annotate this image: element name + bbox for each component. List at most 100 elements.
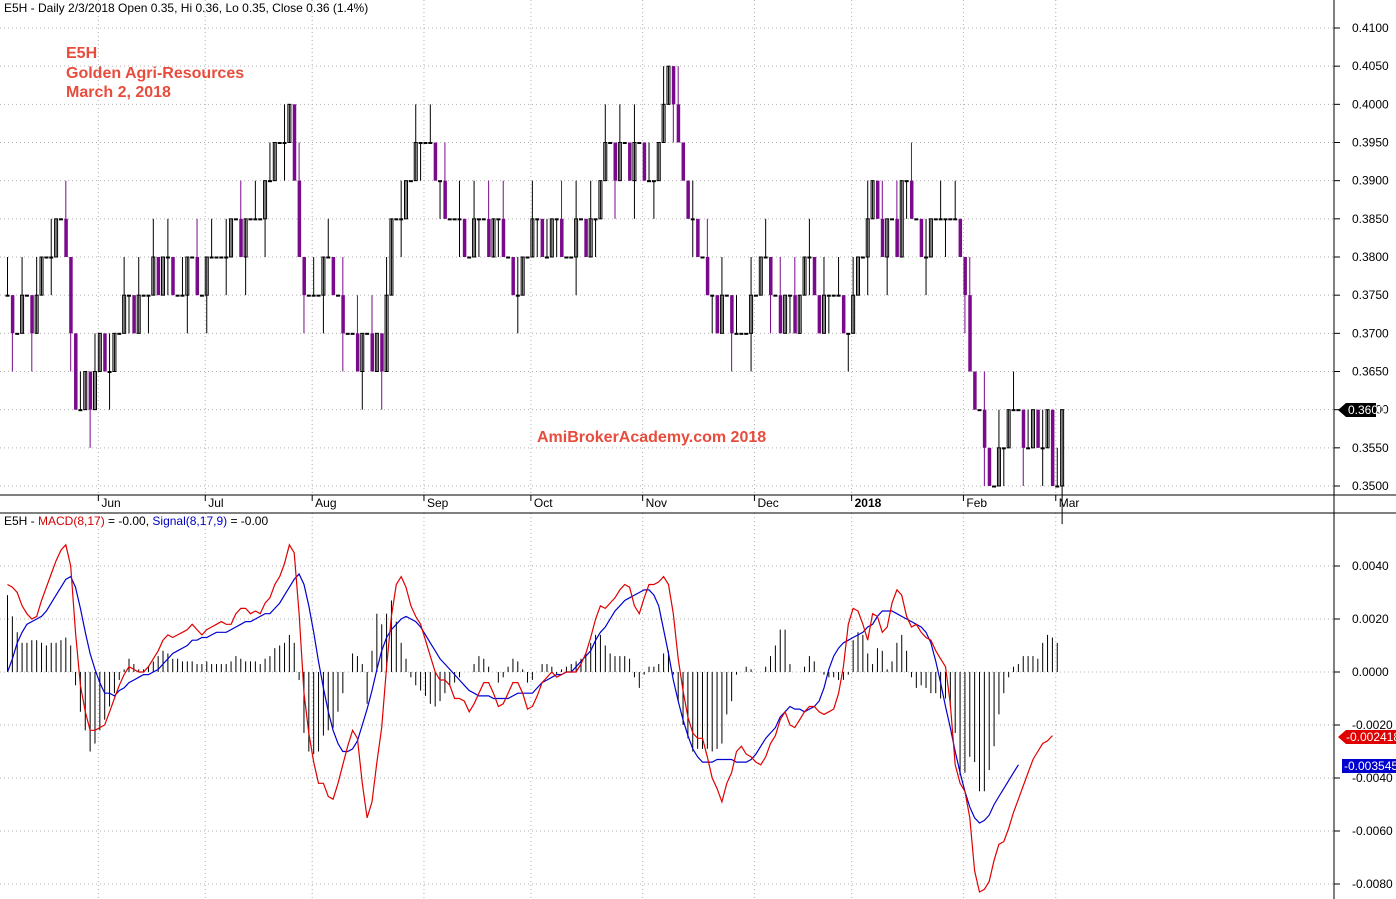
price-bar-body — [724, 294, 729, 297]
price-bar-body — [122, 294, 127, 334]
price-bar-body — [54, 218, 59, 258]
macd-y-tick-label: 0.0040 — [1352, 559, 1389, 573]
price-bar-body — [229, 218, 234, 258]
price-bar-body — [963, 257, 967, 296]
price-bar-body — [92, 371, 97, 411]
price-bar-body — [987, 447, 992, 486]
last-price-tag-text: 0.3600 — [1348, 403, 1385, 417]
price-bar-body — [992, 485, 997, 488]
price-bar-body — [554, 218, 559, 221]
macd-value-tag: -0.002418 — [1338, 730, 1396, 744]
price-bar-body — [996, 447, 1001, 487]
price-bar-body — [603, 142, 608, 182]
price-bar-body — [632, 142, 637, 182]
price-bar-body — [1050, 409, 1055, 486]
month-label: Nov — [646, 496, 667, 510]
price-bar-body — [1006, 409, 1011, 449]
price-bar-body — [443, 180, 447, 219]
price-bar-body — [1001, 447, 1006, 450]
price-bar-body — [83, 371, 88, 411]
price-bar-body — [214, 256, 219, 259]
macd-y-tick-label: -0.0020 — [1352, 718, 1393, 732]
price-bar-body — [710, 294, 715, 297]
month-label: Oct — [534, 496, 553, 510]
price-bar-body — [851, 294, 856, 334]
price-bar-body — [544, 256, 549, 259]
price-bar-body — [909, 180, 914, 219]
price-bar-body — [637, 142, 642, 144]
price-y-tick-label: 0.3800 — [1352, 250, 1389, 264]
price-bar-body — [753, 294, 758, 297]
price-bar-body — [69, 257, 73, 334]
month-label: Jul — [208, 496, 223, 510]
price-bar-body — [628, 142, 632, 181]
price-bar-body — [74, 333, 78, 410]
price-y-tick-label: 0.3750 — [1352, 288, 1389, 302]
price-bar-body — [758, 256, 763, 296]
price-bar-body — [870, 180, 875, 220]
price-bar-body — [462, 218, 467, 257]
price-bar-body — [933, 218, 938, 221]
price-bar-body — [734, 332, 739, 335]
price-y-tick-label: 0.4100 — [1352, 21, 1389, 35]
macd-y-tick-label: 0.0000 — [1352, 665, 1389, 679]
price-bar-body — [564, 256, 569, 259]
price-bar-body — [1036, 409, 1040, 448]
price-bar-body — [370, 333, 374, 372]
price-bar-body — [423, 142, 428, 144]
price-bar-body — [141, 294, 146, 297]
price-bar-body — [622, 142, 627, 144]
price-bar-body — [535, 218, 540, 221]
price-bar-body — [306, 294, 311, 297]
price-bar-body — [380, 333, 384, 372]
macd-line — [7, 543, 1053, 893]
month-label: Mar — [1059, 496, 1080, 510]
price-bar-body — [335, 294, 340, 297]
price-bar-body — [360, 332, 365, 373]
price-bar-body — [846, 332, 851, 335]
annotation-symbol: E5H — [66, 45, 97, 62]
price-bar-body — [686, 180, 690, 219]
price-y-tick-label: 0.3650 — [1352, 365, 1389, 379]
price-bar-body — [452, 218, 457, 221]
price-bar-body — [165, 256, 170, 259]
price-bar-body — [204, 256, 209, 296]
price-bar-body — [272, 142, 277, 182]
price-bar-body — [938, 218, 943, 221]
price-bar-body — [34, 294, 39, 334]
price-bar-body — [195, 257, 200, 296]
price-bar-body — [321, 256, 326, 296]
price-bar-body — [1021, 409, 1026, 448]
price-bar-body — [681, 142, 686, 181]
price-bar-body — [1040, 447, 1045, 450]
month-label: Feb — [966, 496, 987, 510]
price-bar-body — [797, 294, 802, 334]
price-bar-body — [258, 218, 263, 221]
price-bar-body — [389, 218, 394, 296]
price-bar-body — [696, 218, 700, 257]
price-bar-body — [739, 332, 744, 335]
price-bar-body — [180, 294, 185, 297]
price-bar-body — [778, 295, 783, 334]
price-bar-body — [904, 180, 909, 183]
price-bar-body — [656, 142, 661, 182]
price-bar-body — [224, 256, 229, 259]
month-label: 2018 — [855, 496, 882, 510]
price-y-tick-label: 0.3900 — [1352, 174, 1389, 188]
price-bar-body — [267, 180, 272, 183]
price-y-tick-label: 0.4050 — [1352, 59, 1389, 73]
price-bar-body — [345, 332, 350, 335]
price-bar-body — [608, 142, 613, 144]
macd-y-tick-label: 0.0020 — [1352, 612, 1389, 626]
price-bar-body — [428, 142, 433, 144]
price-bar-body — [44, 256, 49, 259]
price-bar-body — [491, 218, 496, 258]
price-bar-body — [136, 294, 141, 334]
price-bar-body — [948, 218, 953, 221]
price-bar-body — [243, 218, 248, 258]
price-bar-body — [394, 218, 399, 221]
annotation-company: Golden Agri-Resources — [66, 65, 244, 82]
price-bar-body — [263, 180, 268, 220]
price-bar-body — [253, 218, 258, 221]
